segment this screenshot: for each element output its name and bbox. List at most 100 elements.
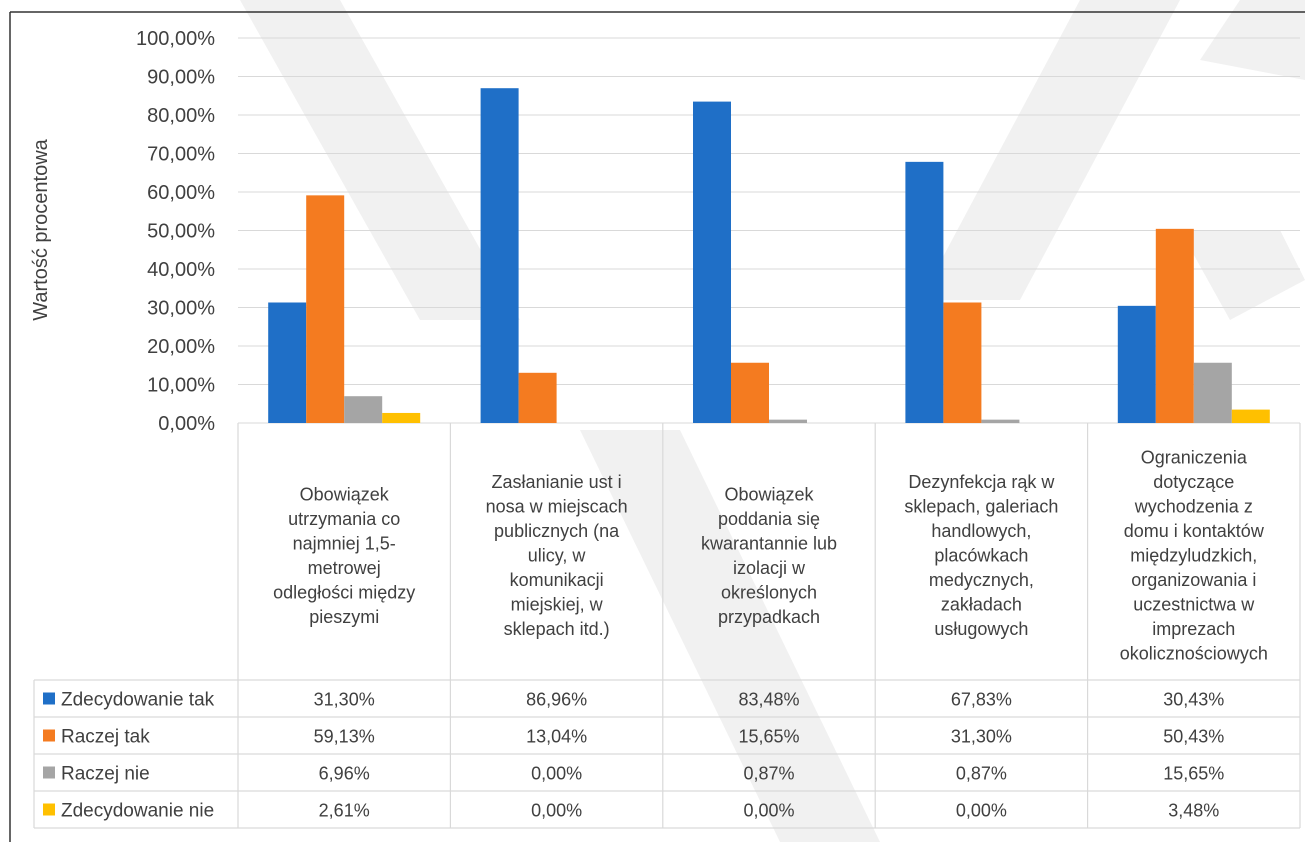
bar xyxy=(344,396,383,423)
table-value-cell: 15,65% xyxy=(1163,764,1224,784)
watermark-band xyxy=(240,0,520,320)
category-label-line: domu i kontaktów xyxy=(1124,521,1265,541)
category-label-line: Ograniczenia xyxy=(1141,448,1248,468)
category-label-line: Dezynfekcja rąk w xyxy=(908,472,1055,492)
category-label-line: przypadkach xyxy=(718,607,820,627)
bar xyxy=(769,419,807,423)
category-label-line: publicznych (na xyxy=(494,521,620,541)
legend-label: Zdecydowanie tak xyxy=(61,690,215,711)
legend-swatch xyxy=(43,692,55,705)
table-value-cell: 86,96% xyxy=(526,690,587,710)
table-value-cell: 15,65% xyxy=(738,727,799,747)
watermark xyxy=(240,0,1305,842)
category-label-line: metrowej xyxy=(308,558,381,578)
y-tick-label: 40,00% xyxy=(147,259,215,281)
category-label-line: najmniej 1,5- xyxy=(293,533,396,553)
legend-label: Raczej nie xyxy=(61,764,150,785)
table-value-cell: 0,00% xyxy=(531,764,582,784)
table-value-cell: 67,83% xyxy=(951,690,1012,710)
category-label-line: kwarantannie lub xyxy=(701,533,837,553)
bar xyxy=(905,161,944,424)
bar xyxy=(1155,228,1194,423)
legend-swatch xyxy=(43,803,55,816)
y-tick-label: 100,00% xyxy=(136,28,215,50)
category-label-line: pieszymi xyxy=(309,607,379,627)
category-label-line: organizowania i xyxy=(1131,570,1256,590)
category-label-line: międzyludzkich, xyxy=(1130,546,1257,566)
bar xyxy=(382,412,421,423)
legend-label: Raczej tak xyxy=(61,727,150,748)
table-value-cell: 30,43% xyxy=(1163,690,1224,710)
bar xyxy=(480,88,519,423)
table-value-cell: 0,00% xyxy=(743,801,794,821)
category-label-line: Obowiązek xyxy=(300,484,390,504)
category-label-line: dotyczące xyxy=(1153,472,1234,492)
bar xyxy=(518,372,557,423)
table-value-cell: 0,87% xyxy=(956,764,1007,784)
bar xyxy=(306,195,345,423)
table-value-cell: 2,61% xyxy=(319,801,370,821)
table-value-cell: 0,87% xyxy=(743,764,794,784)
category-label-line: zakładach xyxy=(941,595,1022,615)
bar xyxy=(731,362,769,423)
category-label-line: handlowych, xyxy=(931,521,1031,541)
category-label-line: Zasłanianie ust i xyxy=(492,472,622,492)
category-label-line: Obowiązek xyxy=(724,484,814,504)
y-tick-label: 0,00% xyxy=(158,413,215,435)
category-label-line: okolicznościowych xyxy=(1120,644,1268,664)
category-label-line: nosa w miejscach xyxy=(486,497,628,517)
category-label-line: placówkach xyxy=(934,546,1028,566)
table-value-cell: 83,48% xyxy=(738,690,799,710)
y-tick-label: 50,00% xyxy=(147,221,215,243)
table-value-cell: 50,43% xyxy=(1163,727,1224,747)
category-label-line: komunikacji xyxy=(510,570,604,590)
bar xyxy=(943,302,982,423)
category-label-line: usługowych xyxy=(934,619,1028,639)
table-value-cell: 31,30% xyxy=(314,690,375,710)
category-label-line: odległości między xyxy=(273,582,415,602)
watermark-band xyxy=(920,0,1180,300)
watermark-band xyxy=(1200,0,1305,80)
category-label-line: poddania się xyxy=(718,509,820,529)
table-value-cell: 3,48% xyxy=(1168,801,1219,821)
category-label-line: uczestnictwa w xyxy=(1133,595,1255,615)
category-label-line: miejskiej, w xyxy=(511,595,604,615)
y-axis-ticks: 0,00% 10,00% 20,00% 30,00% 40,00% 50,00% 60,00… xyxy=(136,28,215,435)
category-label-line: wychodzenia z xyxy=(1134,497,1253,517)
y-tick-label: 90,00% xyxy=(147,67,215,89)
category-label-line: utrzymania co xyxy=(288,509,400,529)
y-tick-label: 70,00% xyxy=(147,144,215,166)
y-axis-label: Wartość procentowa xyxy=(30,138,52,320)
bars xyxy=(268,88,1270,424)
legend-swatch xyxy=(43,766,55,779)
table-value-cell: 6,96% xyxy=(319,764,370,784)
watermark-band xyxy=(580,430,880,842)
table-value-cell: 13,04% xyxy=(526,727,587,747)
y-tick-label: 60,00% xyxy=(147,182,215,204)
y-tick-label: 30,00% xyxy=(147,298,215,320)
category-label-line: sklepach, galeriach xyxy=(904,497,1058,517)
y-tick-label: 10,00% xyxy=(147,375,215,397)
table-value-cell: 59,13% xyxy=(314,727,375,747)
bar xyxy=(693,101,731,424)
table-value-cell: 31,30% xyxy=(951,727,1012,747)
data-table: Obowiązek utrzymania co najmniej 1,5- metro… xyxy=(33,423,1301,829)
watermark-band xyxy=(1180,230,1305,320)
bar xyxy=(1117,305,1156,423)
legend-swatch xyxy=(43,729,55,742)
bar xyxy=(268,302,307,423)
category-label-line: izolacji w xyxy=(733,558,806,578)
table-value-cell: 0,00% xyxy=(531,801,582,821)
category-label-line: sklepach itd.) xyxy=(504,619,610,639)
y-tick-label: 80,00% xyxy=(147,105,215,127)
bar xyxy=(981,419,1020,423)
category-label-line: medycznych, xyxy=(929,570,1034,590)
bar xyxy=(1231,409,1270,423)
category-label-line: ulicy, w xyxy=(528,546,587,566)
legend-label: Zdecydowanie nie xyxy=(61,801,214,822)
table-value-cell: 0,00% xyxy=(956,801,1007,821)
bar xyxy=(1193,362,1232,423)
category-label-line: imprezach xyxy=(1152,619,1235,639)
